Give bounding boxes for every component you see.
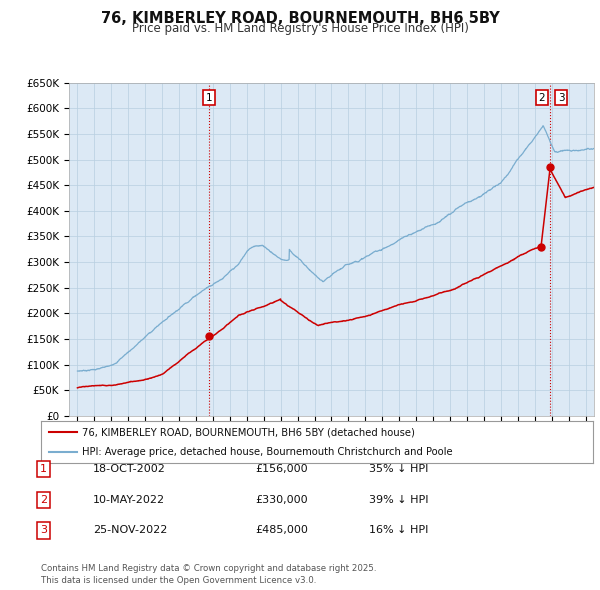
Text: 16% ↓ HPI: 16% ↓ HPI — [369, 526, 428, 535]
Text: 76, KIMBERLEY ROAD, BOURNEMOUTH, BH6 5BY (detached house): 76, KIMBERLEY ROAD, BOURNEMOUTH, BH6 5BY… — [82, 427, 415, 437]
Text: 2: 2 — [538, 93, 545, 103]
Text: 3: 3 — [40, 526, 47, 535]
Text: 3: 3 — [557, 93, 564, 103]
Text: 35% ↓ HPI: 35% ↓ HPI — [369, 464, 428, 474]
Text: 76, KIMBERLEY ROAD, BOURNEMOUTH, BH6 5BY: 76, KIMBERLEY ROAD, BOURNEMOUTH, BH6 5BY — [101, 11, 499, 25]
Text: HPI: Average price, detached house, Bournemouth Christchurch and Poole: HPI: Average price, detached house, Bour… — [82, 447, 453, 457]
Text: £330,000: £330,000 — [255, 495, 308, 504]
Text: 2: 2 — [40, 495, 47, 504]
Text: 10-MAY-2022: 10-MAY-2022 — [93, 495, 165, 504]
Text: £156,000: £156,000 — [255, 464, 308, 474]
Text: Contains HM Land Registry data © Crown copyright and database right 2025.
This d: Contains HM Land Registry data © Crown c… — [41, 565, 376, 585]
Text: 18-OCT-2002: 18-OCT-2002 — [93, 464, 166, 474]
Text: £485,000: £485,000 — [255, 526, 308, 535]
Text: 25-NOV-2022: 25-NOV-2022 — [93, 526, 167, 535]
Text: Price paid vs. HM Land Registry's House Price Index (HPI): Price paid vs. HM Land Registry's House … — [131, 22, 469, 35]
Text: 1: 1 — [40, 464, 47, 474]
Text: 1: 1 — [206, 93, 213, 103]
Text: 39% ↓ HPI: 39% ↓ HPI — [369, 495, 428, 504]
